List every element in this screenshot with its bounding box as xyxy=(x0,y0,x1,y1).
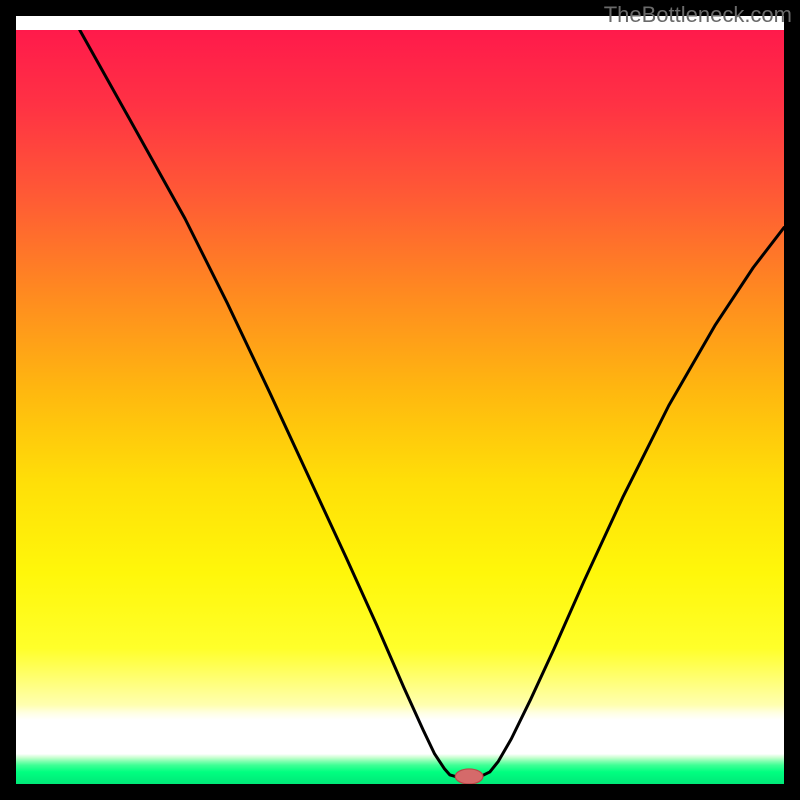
chart-frame: TheBottleneck.com xyxy=(0,0,800,800)
plot-svg xyxy=(16,30,784,784)
optimal-marker xyxy=(455,769,483,784)
plot-area xyxy=(16,30,784,784)
watermark-text: TheBottleneck.com xyxy=(604,2,792,28)
